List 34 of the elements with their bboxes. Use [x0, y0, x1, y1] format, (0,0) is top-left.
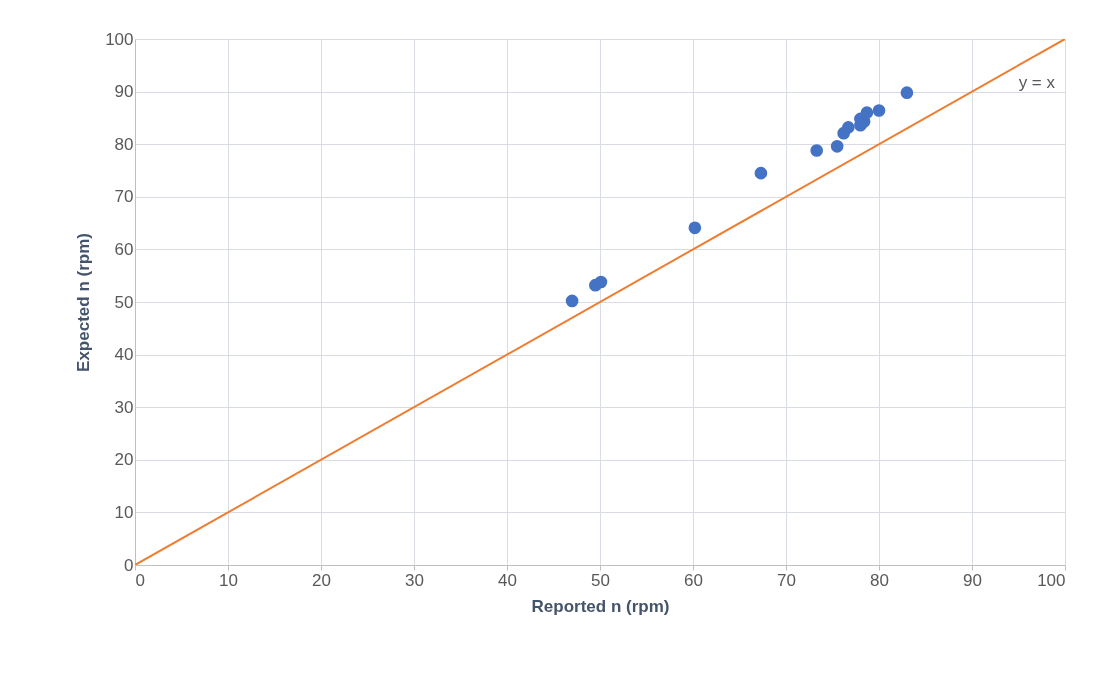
y-tick-label: 20: [114, 450, 134, 470]
y-tick-label: 80: [114, 134, 134, 154]
point: [688, 221, 702, 235]
y-tick-label: 50: [114, 292, 134, 312]
x-axis-title: Reported n (rpm): [531, 596, 670, 616]
point: [810, 144, 824, 157]
y-tick-label: 10: [114, 502, 134, 522]
x-tick-label: 20: [312, 570, 331, 590]
x-tick-label: 100: [1037, 570, 1066, 590]
y-tick-label: 60: [114, 239, 134, 259]
point: [841, 121, 855, 134]
y-tick-label: 30: [114, 397, 134, 417]
x-tick-label: 40: [498, 570, 517, 590]
x-tick-label: 90: [963, 570, 982, 590]
annotation: y = x: [1018, 73, 1056, 92]
y-tick-label: 100: [105, 29, 134, 49]
point: [754, 166, 768, 180]
x-tick-label: 30: [405, 570, 424, 590]
y-axis-title: Expected n (rpm): [74, 233, 94, 372]
y-tick-label: 0: [124, 555, 134, 575]
point: [565, 294, 579, 308]
y-tick-label: 70: [114, 187, 134, 207]
point: [830, 139, 844, 153]
point: [872, 104, 886, 117]
point: [594, 275, 608, 289]
y-tick-label: 40: [114, 345, 134, 365]
x-tick-label: 70: [777, 570, 796, 590]
point: [860, 106, 874, 119]
x-tick-label: 50: [591, 570, 610, 590]
x-tick-label: 80: [870, 570, 889, 590]
point: [900, 86, 914, 99]
y-tick-label: 90: [114, 82, 134, 102]
x-tick-label: 60: [684, 570, 703, 590]
x-tick-label: 10: [219, 570, 238, 590]
